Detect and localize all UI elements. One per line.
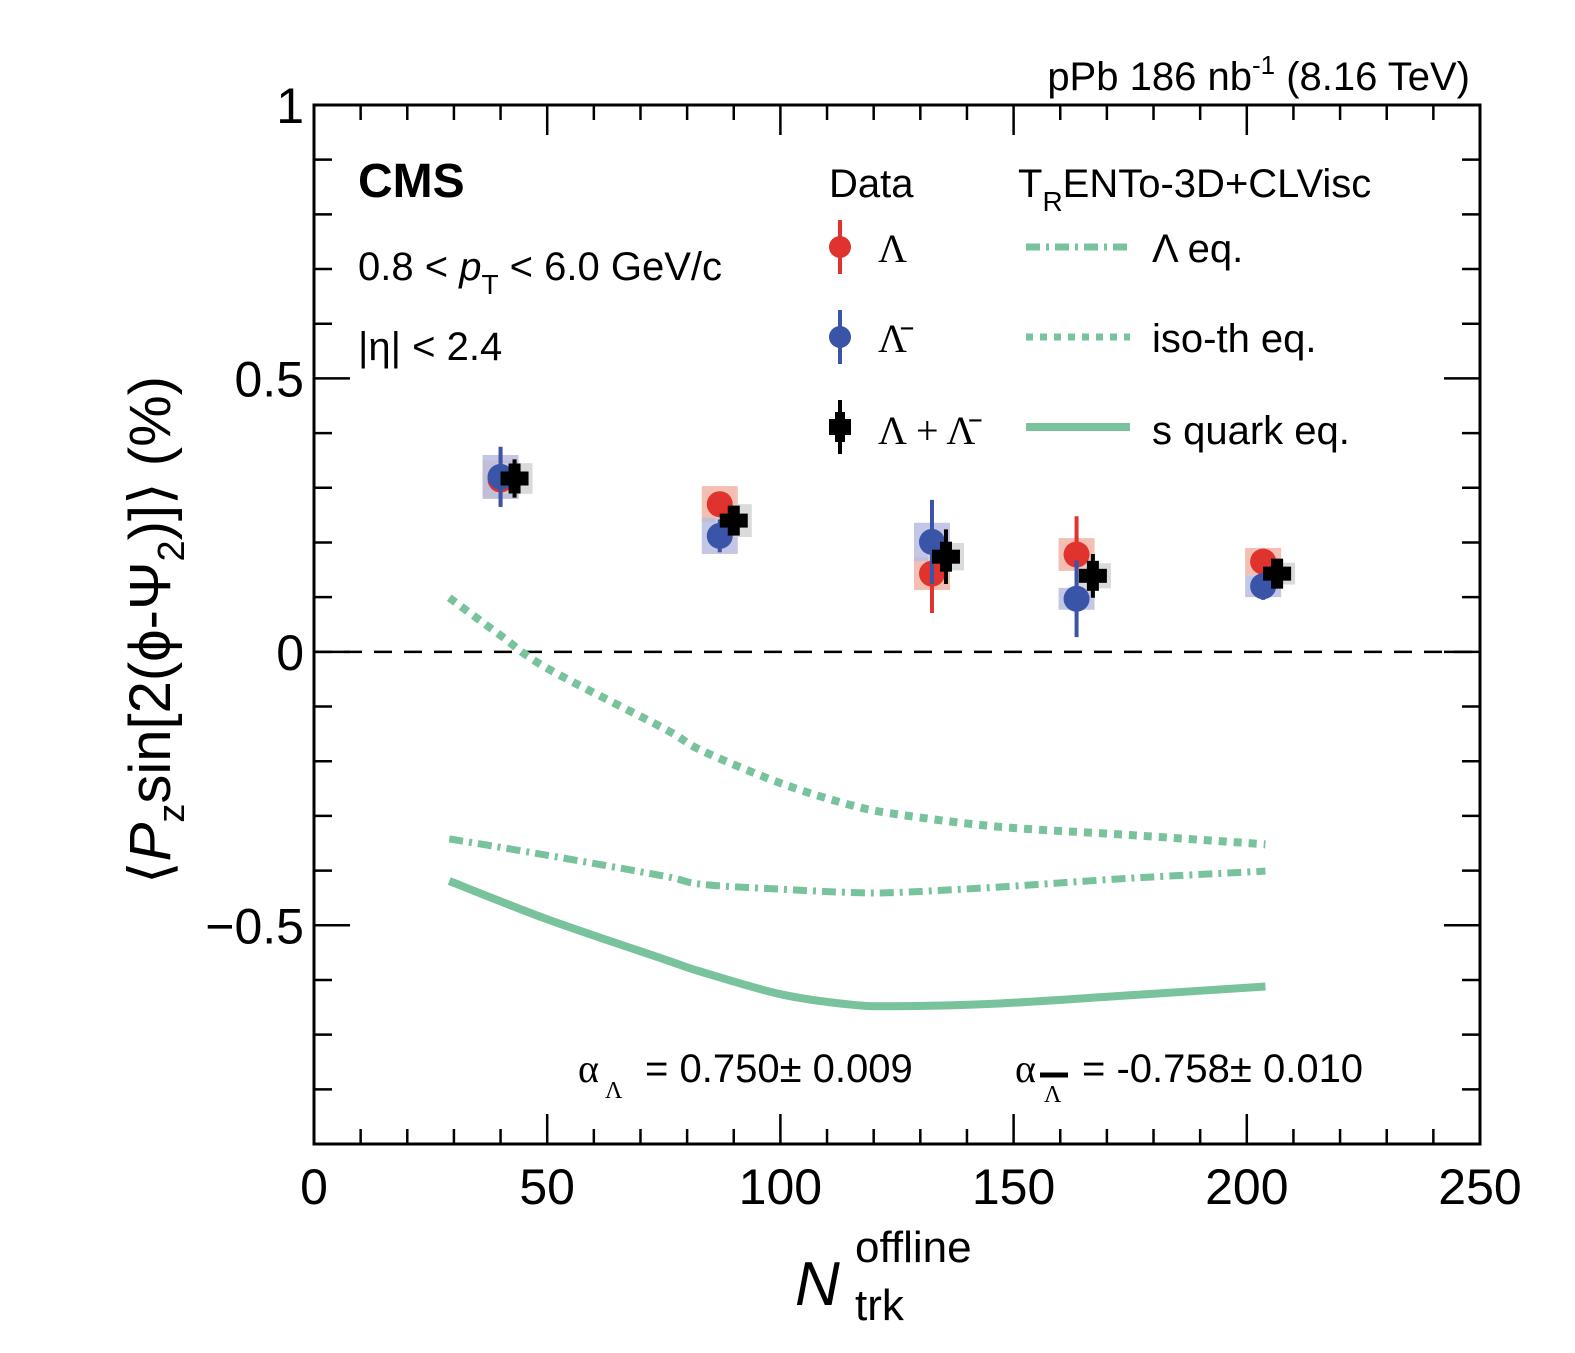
decay-parameter-annotation: α Λ = 0.750± 0.009 α Λ = -0.758± 0.010 [578,1046,1363,1108]
x-axis-label-main: N [795,1250,840,1319]
legend-combined-marker-v [835,412,845,442]
legend-entry-s-quark-eq: s quark eq. [1026,409,1350,453]
x-tick-label: 200 [1205,1159,1288,1215]
combined-marker-v [508,463,521,494]
combined-marker-v [1086,560,1099,591]
y-axis-label: ⟨Pzsin[2(ϕ-Ψ2)]⟩ (%) [118,376,193,884]
lumi-label: pPb 186 nb-1 (8.16 TeV) [1047,50,1470,99]
alpha-lambda-value: = 0.750± 0.009 [645,1047,913,1091]
y-tick-label: 0 [276,625,304,681]
x-tick-labels: 0 50 100 150 200 250 [300,1159,1522,1215]
antilambda-marker [706,522,733,549]
legend: Data TRENTo-3D+CLVisc Λ Λ̄ Λ + Λ̄ Λ eq. [829,162,1371,454]
x-axis-label: N offline trk [795,1223,972,1330]
y-tick-label: −0.5 [205,898,304,954]
legend-entry-lambda-eq: Λ eq. [1026,227,1243,271]
x-tick-label: 250 [1438,1159,1521,1215]
combined-marker-v [1271,558,1284,589]
model-curves [446,594,1266,1011]
alpha-antilambda-symbol: α [1015,1046,1036,1091]
legend-lambda-label: Λ [878,226,907,271]
y-tick-label: 1 [276,78,304,134]
antilambda-marker [918,528,945,555]
alpha-antilambda-subscript: Λ [1044,1082,1062,1108]
legend-antilambda-marker [829,326,851,348]
legend-entry-lambda: Λ [829,220,907,274]
legend-data-header: Data [829,162,914,206]
legend-s-quark-eq-label: s quark eq. [1152,409,1350,453]
y-tick-label: 0.5 [234,351,304,407]
data-points [482,446,1296,638]
x-tick-label: 50 [519,1159,575,1215]
legend-lambda-eq-label: Λ eq. [1152,227,1243,271]
combined-marker-v [939,541,952,572]
eta-cut-label: |η| < 2.4 [358,325,502,369]
legend-antilambda-label: Λ̄ [878,316,914,361]
legend-entry-antilambda: Λ̄ [829,310,914,364]
experiment-label: CMS [358,155,465,208]
legend-combined-label: Λ + Λ̄ [878,408,982,453]
x-tick-label: 0 [300,1159,328,1215]
y-tick-labels: −0.5 0 0.5 1 [205,78,304,954]
lambda-marker [1063,541,1090,568]
legend-lambda-marker [829,236,851,258]
alpha-antilambda-value: = -0.758± 0.010 [1082,1047,1363,1091]
pt-cut-label: 0.8 < pT < 6.0 GeV/c [358,245,722,300]
x-tick-label: 150 [972,1159,1055,1215]
x-tick-label: 100 [739,1159,822,1215]
lambda-marker [706,491,733,518]
legend-entry-iso-th-eq: iso-th eq. [1026,317,1317,361]
x-axis-label-sup: offline [855,1223,972,1272]
alpha-lambda-symbol: α [578,1046,599,1091]
model-curve-iso-th-eq- [446,594,1266,849]
model-curve-s-quark-eq- [447,877,1266,1011]
antilambda-marker [1063,585,1090,612]
legend-entry-combined: Λ + Λ̄ [829,400,982,454]
x-axis-label-sub: trk [855,1281,905,1330]
legend-model-header: TRENTo-3D+CLVisc [1018,162,1371,217]
alpha-lambda-subscript: Λ [605,1078,623,1104]
axis-ticks [312,103,1482,1146]
legend-iso-th-eq-label: iso-th eq. [1152,317,1317,361]
y-axis-label-text: ⟨Pzsin[2(ϕ-Ψ2)]⟩ (%) [118,376,193,884]
combined-marker-v [727,505,740,536]
model-curve---eq- [448,835,1266,897]
plot-frame [312,103,1482,1146]
